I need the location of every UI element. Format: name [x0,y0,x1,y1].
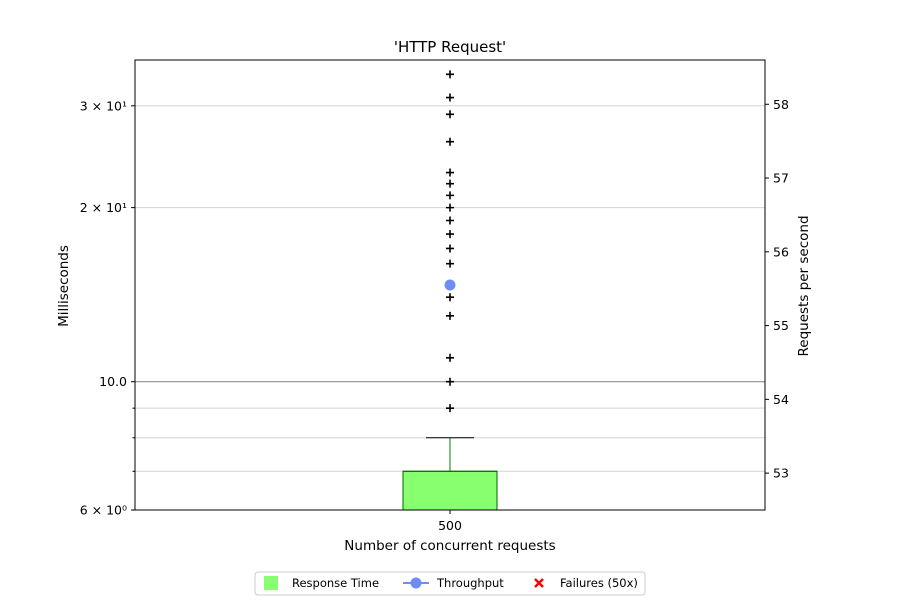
y2-tick-label: 57 [773,171,789,186]
throughput-series [444,279,456,291]
y-tick-label: 2 × 10¹ [80,200,127,215]
outlier-point [446,70,454,79]
response-time-box [402,470,498,511]
outlier-point [446,191,454,200]
outlier-point [446,244,454,253]
y2-axis: 53 54 55 56 57 58 [765,97,789,481]
outlier-point [446,353,454,362]
outlier-markers [446,70,454,413]
outlier-point [446,293,454,302]
box-plot [402,437,498,511]
y2-tick-label: 55 [773,318,789,333]
outlier-point [446,230,454,239]
legend: Response Time Throughput Failures (50x) [254,571,646,596]
chart-title: 'HTTP Request' [394,38,506,56]
failures-legend-label: Failures (50x) [560,576,638,590]
x-axis-label: Number of concurrent requests [344,538,555,554]
outlier-point [446,259,454,268]
throughput-legend-icon [410,577,422,589]
throughput-point [444,279,456,291]
throughput-legend-label: Throughput [436,576,504,590]
outlier-point [446,179,454,188]
y-tick-label: 10.0 [99,374,127,389]
outlier-point [446,377,454,386]
y-axis-label: Milliseconds [56,245,72,327]
x-tick-label: 500 [438,518,462,533]
outlier-point [446,93,454,102]
outlier-point [446,404,454,413]
y2-tick-label: 58 [773,97,789,112]
y2-tick-label: 53 [773,466,789,481]
outlier-point [446,110,454,119]
outlier-point [446,311,454,320]
legend-frame [254,571,646,596]
outlier-point [446,216,454,225]
response-time-legend-label: Response Time [292,576,379,590]
outlier-point [446,168,454,177]
outlier-point [446,203,454,212]
y2-axis-label: Requests per second [796,215,812,356]
response-time-legend-icon [264,576,278,590]
y-axis: 6 × 10⁰ 10.0 2 × 10¹ 3 × 10¹ [80,98,135,518]
y-tick-label: 3 × 10¹ [80,98,127,113]
y2-tick-label: 54 [773,392,789,407]
x-axis: 500 [438,510,462,533]
outlier-point [446,137,454,146]
failures-legend-icon [534,578,544,588]
y2-tick-label: 56 [773,244,789,259]
y-tick-label: 6 × 10⁰ [80,503,127,518]
